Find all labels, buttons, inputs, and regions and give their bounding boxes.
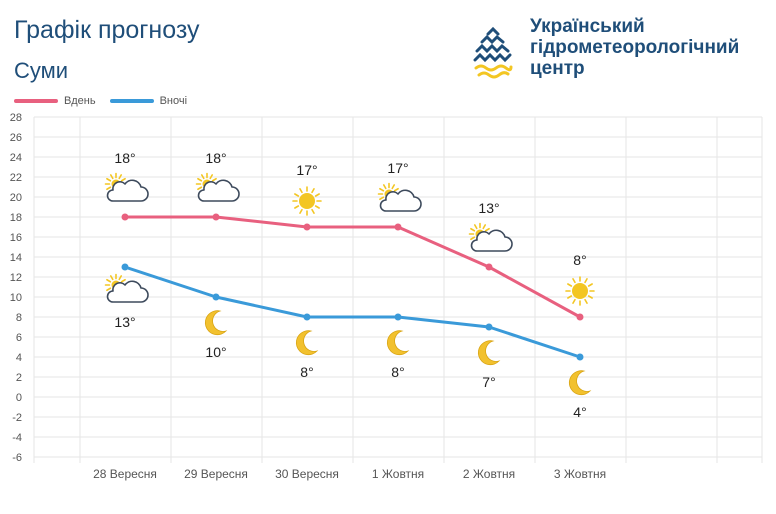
data-label-day: 17° [387, 160, 408, 176]
data-label-night: 4° [573, 404, 586, 420]
data-label-day: 18° [114, 150, 135, 166]
y-tick-label: 2 [16, 372, 22, 384]
moon-icon [386, 330, 410, 356]
partly-cloudy-icon [468, 222, 513, 252]
data-label-day: 18° [205, 150, 226, 166]
legend-label-night: Вночі [159, 95, 188, 107]
y-tick-label: 8 [16, 312, 22, 324]
y-tick-label: 16 [10, 232, 22, 244]
data-label-night: 8° [300, 364, 313, 380]
org-name-line: гідрометеорологічний [530, 37, 740, 58]
org-branding: Український гідрометеорологічний центр [470, 16, 770, 86]
y-tick-label: -2 [12, 412, 22, 424]
y-tick-label: 10 [10, 292, 22, 304]
x-tick-label: 1 Жовтня [372, 467, 424, 481]
series-line-night [124, 265, 581, 359]
data-point-night[interactable] [303, 313, 311, 321]
data-point-night[interactable] [121, 263, 129, 271]
partly-cloudy-icon [104, 273, 149, 303]
data-point-day[interactable] [394, 223, 402, 231]
data-point-night[interactable] [485, 323, 493, 331]
legend-label-day: Вдень [64, 95, 96, 107]
series-line-day [125, 215, 581, 319]
legend-swatch-day [14, 99, 58, 103]
legend-item-day[interactable]: Вдень [14, 95, 96, 107]
data-point-day[interactable] [576, 313, 584, 321]
moon-icon [295, 330, 319, 356]
chart-title: Графік прогнозу [14, 16, 200, 44]
y-tick-label: 0 [16, 392, 22, 404]
data-point-day[interactable] [485, 263, 493, 271]
x-tick-label: 28 Вересня [93, 467, 157, 481]
data-point-day[interactable] [212, 213, 220, 221]
x-tick-label: 2 Жовтня [463, 467, 515, 481]
y-tick-label: -6 [12, 452, 22, 464]
city-name: Суми [14, 58, 69, 83]
water-drop-logo-icon [473, 22, 513, 82]
y-tick-label: -4 [12, 432, 22, 444]
partly-cloudy-icon [195, 172, 240, 202]
sun-icon [565, 276, 595, 306]
data-point-day[interactable] [303, 223, 311, 231]
y-tick-label: 26 [10, 132, 22, 144]
y-tick-label: 28 [10, 112, 22, 124]
x-tick-label: 30 Вересня [275, 467, 339, 481]
x-tick-label: 29 Вересня [184, 467, 248, 481]
y-tick-label: 6 [16, 332, 22, 344]
data-label-day: 17° [296, 162, 317, 178]
data-point-night[interactable] [576, 353, 584, 361]
data-label-night: 8° [391, 364, 404, 380]
y-tick-label: 4 [16, 352, 22, 364]
data-label-day: 13° [478, 200, 499, 216]
legend-swatch-night [109, 99, 154, 103]
data-label-night: 10° [205, 344, 226, 360]
data-label-night: 7° [482, 374, 495, 390]
partly-cloudy-icon [104, 172, 149, 202]
org-name-line: Український [530, 16, 645, 37]
x-tick-label: 3 Жовтня [554, 467, 606, 481]
org-name: Український гідрометеорологічний центр [530, 16, 770, 79]
chart-legend: Вдень Вночі [14, 94, 201, 108]
data-label-day: 8° [573, 252, 586, 268]
y-tick-label: 14 [10, 252, 22, 264]
moon-icon [477, 340, 501, 366]
org-name-line: центр [530, 58, 585, 79]
data-point-night[interactable] [212, 293, 220, 301]
moon-icon [204, 310, 228, 336]
y-tick-label: 12 [10, 272, 22, 284]
moon-icon [568, 370, 592, 396]
data-point-night[interactable] [394, 313, 402, 321]
y-tick-label: 22 [10, 172, 22, 184]
legend-item-night[interactable]: Вночі [109, 95, 188, 107]
partly-cloudy-icon [377, 182, 422, 212]
y-tick-label: 20 [10, 192, 22, 204]
y-tick-label: 24 [10, 152, 22, 164]
y-tick-label: 18 [10, 212, 22, 224]
data-label-night: 13° [114, 314, 135, 330]
sun-icon [292, 186, 322, 216]
data-point-day[interactable] [121, 213, 129, 221]
